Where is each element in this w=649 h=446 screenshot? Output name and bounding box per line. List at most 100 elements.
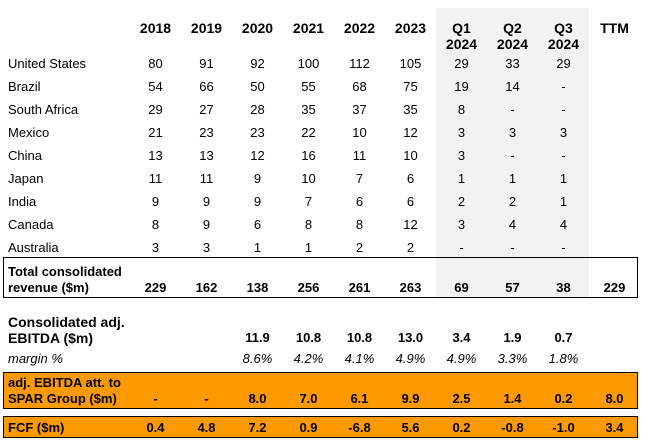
column-header: 2022 <box>334 20 385 52</box>
region-label: United States <box>8 56 87 71</box>
cell: 37 <box>352 102 367 117</box>
values: - - 8.0 7.0 6.1 9.9 2.5 1.4 0.2 8.0 <box>130 391 640 407</box>
cell: 23 <box>199 125 214 140</box>
cell: 1 <box>253 240 262 255</box>
cell: 162 <box>195 280 218 295</box>
cell: 29 <box>556 56 571 71</box>
column-header-line: TTM <box>600 20 629 36</box>
cell: 13 <box>199 148 214 163</box>
label-line: adj. EBITDA att. to <box>8 375 121 390</box>
margin-label: margin % <box>8 351 63 366</box>
cell: 1.9 <box>503 330 522 345</box>
cell: 28 <box>250 102 265 117</box>
cell: - <box>561 102 566 117</box>
cell: 1 <box>508 171 517 186</box>
cell: 13.0 <box>397 330 424 345</box>
margin-row: margin % 8.6% 4.2% 4.1% 4.9% 4.9% 3.3% 1.8% <box>0 349 649 367</box>
cell: 6 <box>355 194 364 209</box>
cell: 0.4 <box>146 420 165 435</box>
cell: 11 <box>148 171 163 186</box>
cell: 3 <box>559 125 568 140</box>
cell: 3 <box>457 217 466 232</box>
total-revenue-box <box>3 257 638 298</box>
cell: -0.8 <box>501 420 524 435</box>
column-header-line: 2024 <box>547 36 580 52</box>
cell: 57 <box>505 280 520 295</box>
cell: - <box>510 148 515 163</box>
cell: 27 <box>199 102 214 117</box>
cell: 256 <box>297 280 320 295</box>
cell: 2 <box>457 194 466 209</box>
values: 11.9 10.8 10.8 13.0 3.4 1.9 0.7 <box>130 330 640 346</box>
ebitda-spar-row: adj. EBITDA att. to SPAR Group ($m) - - 8.0… <box>0 373 649 407</box>
ebitda-spar-label: adj. EBITDA att. to SPAR Group ($m) <box>0 375 130 407</box>
cell: 2 <box>406 240 415 255</box>
header-row: 2018 2019 2020 2021 2022 2023 Q1 2024 Q2 2024 Q3 20… <box>0 14 649 52</box>
cell: 29 <box>454 56 469 71</box>
cell: 3 <box>202 240 211 255</box>
column-header: 2019 <box>181 20 232 52</box>
column-header-line: 2022 <box>343 20 376 36</box>
cell: 8 <box>457 102 466 117</box>
region-row: South Africa 29 27 28 35 37 35 8 - - <box>0 100 649 118</box>
cell: 10.8 <box>346 330 373 345</box>
cell: 9.9 <box>401 391 420 406</box>
column-header-line: 2021 <box>292 20 325 36</box>
cell: - <box>510 102 515 117</box>
cell: 75 <box>403 79 418 94</box>
cell: 112 <box>349 56 370 71</box>
cell: 3 <box>151 240 160 255</box>
cell: 261 <box>348 280 371 295</box>
cell: 8.0 <box>605 391 624 406</box>
cell: 9 <box>253 171 262 186</box>
cell: 100 <box>297 56 320 71</box>
cell: 2.5 <box>452 391 471 406</box>
values: 229 162 138 256 261 263 69 57 38 229 <box>130 280 640 296</box>
quarter-shading <box>436 8 589 298</box>
cell: 11 <box>199 171 214 186</box>
cell <box>589 330 640 346</box>
cell: 263 <box>399 280 422 295</box>
label-line: Total consolidated <box>8 264 122 279</box>
cell: 22 <box>301 125 316 140</box>
cell: 55 <box>301 79 316 94</box>
cell: 229 <box>144 280 167 295</box>
cell: 0.7 <box>554 330 573 345</box>
cell <box>181 351 232 367</box>
cell: 4.2% <box>293 351 324 366</box>
cell: 69 <box>454 280 469 295</box>
cell: 4.1% <box>344 351 375 366</box>
cell: 54 <box>148 79 163 94</box>
cell: 10 <box>352 125 367 140</box>
column-header: 2023 <box>385 20 436 52</box>
column-header: Q2 2024 <box>487 20 538 52</box>
cell: 3.3% <box>497 351 528 366</box>
column-header-line: 2019 <box>190 20 223 36</box>
cell: 10.8 <box>295 330 322 345</box>
cell: 4.9% <box>395 351 426 366</box>
cell: 3 <box>508 125 517 140</box>
cell: 13 <box>148 148 163 163</box>
column-header: Q1 2024 <box>436 20 487 52</box>
cell: 50 <box>250 79 265 94</box>
region-row: Brazil 54 66 50 55 68 75 19 14 - <box>0 77 649 95</box>
cell: 105 <box>399 56 422 71</box>
column-header-line: Q1 <box>452 20 471 36</box>
region-label: Canada <box>8 217 54 232</box>
region-label: Australia <box>8 240 59 255</box>
cell: 16 <box>301 148 316 163</box>
cell: 8 <box>304 217 313 232</box>
cell: 0.2 <box>554 391 573 406</box>
total-revenue-row: Total consolidated revenue ($m) 229 162 138… <box>0 260 649 296</box>
cell: 8 <box>151 217 160 232</box>
cell <box>130 351 181 367</box>
cell: 3 <box>457 148 466 163</box>
fcf-label: FCF ($m) <box>8 420 65 435</box>
column-header: 2021 <box>283 20 334 52</box>
fcf-box <box>3 416 638 438</box>
ebitda-spar-box <box>3 372 638 409</box>
cell: 3 <box>457 125 466 140</box>
cell: 12 <box>403 125 418 140</box>
column-header: TTM <box>589 20 640 52</box>
